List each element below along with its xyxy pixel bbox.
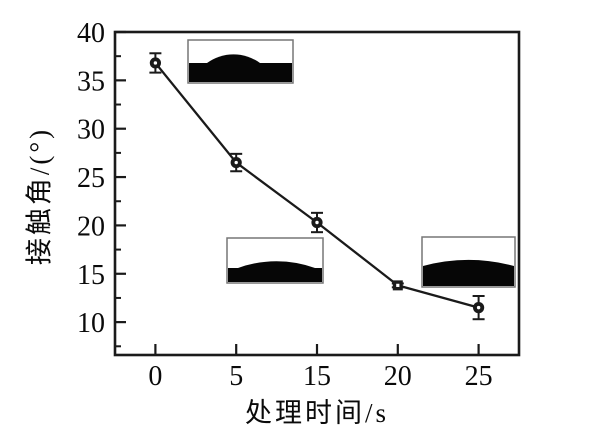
droplet-dome bbox=[207, 54, 260, 63]
liquid-base bbox=[423, 266, 514, 286]
x-tick-label: 5 bbox=[229, 361, 243, 392]
droplet-dome bbox=[423, 260, 514, 266]
y-tick-label: 20 bbox=[77, 211, 105, 242]
y-tick-label: 25 bbox=[77, 163, 105, 194]
y-tick-label: 35 bbox=[77, 66, 105, 97]
data-point-highlight bbox=[396, 283, 400, 287]
x-tick-label: 20 bbox=[384, 361, 412, 392]
droplet-photo-high-angle bbox=[187, 39, 294, 84]
data-point-highlight bbox=[153, 61, 158, 65]
x-tick-label: 0 bbox=[148, 361, 162, 392]
y-tick-label: 40 bbox=[77, 18, 105, 49]
x-axis-title: 处理时间/s bbox=[244, 398, 389, 428]
data-point-highlight bbox=[315, 220, 319, 225]
y-tick-label: 10 bbox=[77, 308, 105, 339]
data-point-highlight bbox=[476, 305, 481, 310]
liquid-base bbox=[189, 63, 292, 82]
droplet-photo-low-angle bbox=[421, 236, 516, 288]
droplet-dome bbox=[238, 261, 315, 268]
x-tick-label: 15 bbox=[303, 361, 331, 392]
liquid-base bbox=[228, 268, 322, 282]
data-point-highlight bbox=[234, 160, 238, 165]
droplet-photo-medium-angle bbox=[226, 237, 324, 284]
x-tick-label: 25 bbox=[465, 361, 493, 392]
y-tick-label: 15 bbox=[77, 260, 105, 291]
plot-border bbox=[113, 30, 521, 357]
y-tick-label: 30 bbox=[77, 115, 105, 146]
y-axis-title: 接触角/(°) bbox=[24, 126, 55, 266]
